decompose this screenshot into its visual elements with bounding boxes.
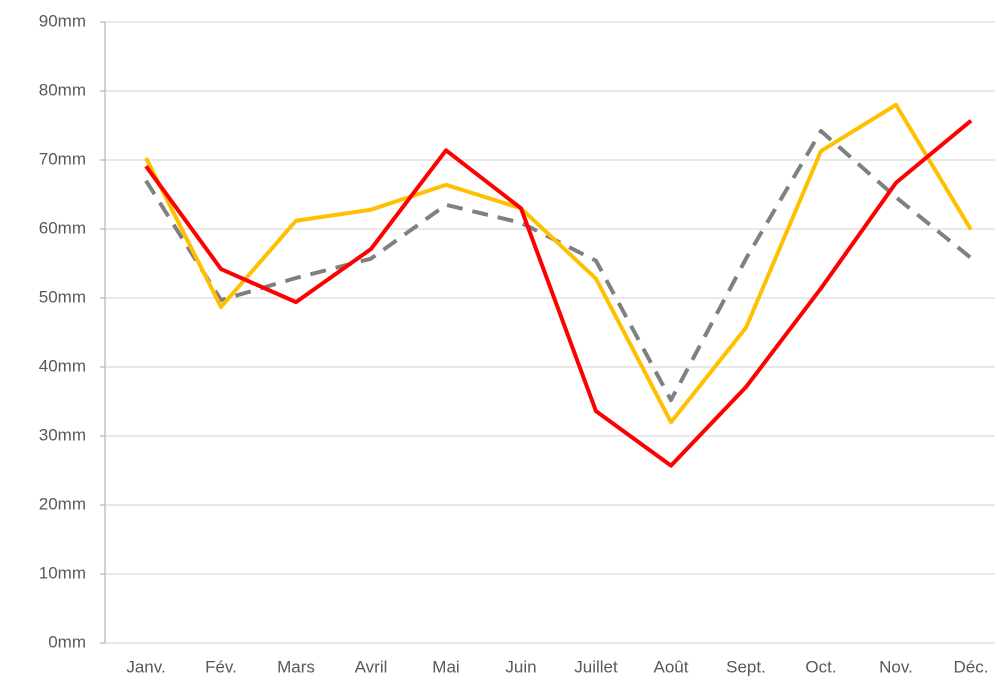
series-line: [144, 129, 973, 403]
x-tick-label: Oct.: [805, 657, 836, 676]
x-tick-label: Juillet: [574, 657, 618, 676]
y-tick-label: 70mm: [39, 149, 86, 168]
y-tick-label: 60mm: [39, 218, 86, 237]
x-tick-label: Janv.: [126, 657, 165, 676]
y-tick-label: 90mm: [39, 11, 86, 30]
x-tick-label: Déc.: [954, 657, 989, 676]
y-tick-label: 80mm: [39, 80, 86, 99]
x-tick-label: Juin: [505, 657, 536, 676]
x-tick-label: Août: [654, 657, 689, 676]
y-tick-label: 20mm: [39, 494, 86, 513]
series-line: [144, 119, 973, 468]
series-line: [144, 102, 973, 425]
x-tick-label: Mars: [277, 657, 315, 676]
x-tick-label: Nov.: [879, 657, 913, 676]
y-tick-label: 30mm: [39, 425, 86, 444]
y-tick-label: 0mm: [48, 632, 86, 651]
y-tick-label: 50mm: [39, 287, 86, 306]
x-tick-label: Mai: [432, 657, 459, 676]
x-tick-label: Avril: [355, 657, 388, 676]
x-tick-label: Sept.: [726, 657, 766, 676]
y-tick-label: 10mm: [39, 563, 86, 582]
x-tick-label: Fév.: [205, 657, 237, 676]
y-tick-label: 40mm: [39, 356, 86, 375]
